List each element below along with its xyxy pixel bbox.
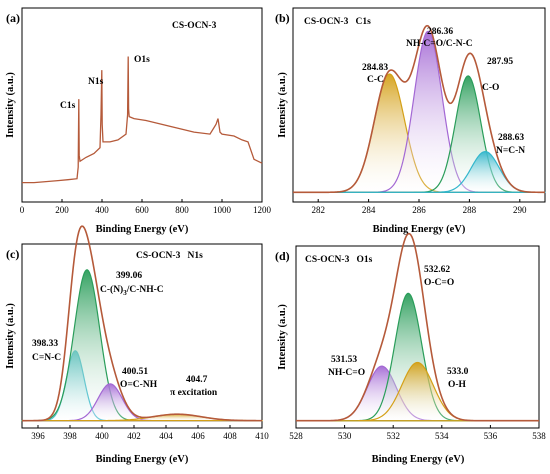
peak-d1-name: NH-C=O	[328, 368, 365, 378]
x-tick-label: 1000	[213, 205, 232, 215]
survey-spectrum-line	[22, 56, 263, 184]
panel-a-ylabel: Intensity (a.u.)	[5, 72, 16, 138]
x-tick-label: 400	[95, 205, 109, 215]
x-tick-label: 406	[191, 431, 205, 441]
panel-b-series	[293, 24, 546, 194]
peak-d2-value: 532.62	[424, 265, 450, 275]
peak-c4-name: π excitation	[170, 388, 218, 398]
x-tick-label: 288	[463, 205, 477, 215]
x-tick-label: 402	[127, 431, 141, 441]
peak-c4-value: 404.7	[186, 375, 208, 385]
panel-b-c1s: (b) CS-OCN-3 C1s Binding Energy (eV) Int…	[275, 7, 546, 235]
panel-c-ticks: 396 398 400 402 404 406 408 410	[31, 425, 269, 441]
x-tick-label: 538	[532, 431, 546, 441]
peak-b4-value: 288.63	[498, 133, 524, 143]
peak-c3-value: 400.51	[122, 367, 148, 377]
x-tick-label: 282	[311, 205, 325, 215]
peak-b3-value: 287.95	[487, 57, 513, 67]
panel-b-ylabel: Intensity (a.u.)	[277, 72, 288, 138]
panel-b-xlabel: Binding Energy (eV)	[373, 224, 466, 235]
x-tick-label: 534	[435, 431, 449, 441]
fit-envelope	[293, 24, 546, 194]
peak-b1-name: C-C	[367, 75, 384, 85]
panel-a-label: (a)	[6, 11, 20, 25]
peak-d3-value: 533.0	[447, 367, 469, 377]
x-tick-label: 600	[135, 205, 149, 215]
x-tick-label: 530	[338, 431, 352, 441]
fit-envelope	[296, 232, 539, 422]
x-tick-label: 528	[289, 431, 303, 441]
fit-envelope	[21, 225, 263, 422]
panel-c-n1s: (c) CS-OCN-3 N1s Binding Energy (eV) Int…	[5, 225, 269, 465]
x-tick-label: 284	[362, 205, 376, 215]
peak-c2-value: 399.06	[116, 271, 142, 281]
peak-label-c1s: C1s	[60, 101, 76, 111]
peak-c2-name: C-(N)3/C-NH-C	[100, 284, 164, 297]
peak-b3-name: C-O	[482, 83, 499, 93]
peak-c1-name: C=N-C	[32, 353, 61, 363]
x-tick-label: 290	[513, 205, 527, 215]
x-tick-label: 410	[255, 431, 269, 441]
panel-c-title: CS-OCN-3 N1s	[136, 251, 203, 261]
panel-d-ylabel: Intensity (a.u.)	[277, 304, 288, 370]
x-tick-label: 532	[386, 431, 400, 441]
x-tick-label: 404	[159, 431, 173, 441]
x-tick-label: 536	[484, 431, 498, 441]
fit-peak-2	[293, 30, 545, 193]
x-tick-label: 800	[175, 205, 189, 215]
panel-d-o1s: (d) CS-OCN-3 O1s Binding Energy (eV) Int…	[275, 232, 546, 465]
panel-a-title: CS-OCN-3	[172, 21, 217, 31]
panel-d-frame	[295, 245, 540, 429]
panel-c-frame	[21, 243, 263, 429]
peak-c2-name-subscript: 3	[123, 289, 127, 297]
peak-b4-name: N=C-N	[496, 146, 525, 156]
x-tick-label: 396	[31, 431, 45, 441]
x-tick-label: 1200	[253, 205, 272, 215]
panel-a-series	[22, 56, 263, 184]
panel-b-label: (b)	[275, 11, 290, 25]
panel-c-xlabel: Binding Energy (eV)	[96, 454, 189, 465]
panel-c-label: (c)	[6, 247, 19, 261]
panel-d-xlabel: Binding Energy (eV)	[372, 454, 465, 465]
x-tick-label: 398	[63, 431, 77, 441]
peak-c2-name-main: C-(N)	[100, 284, 123, 295]
x-tick-label: 408	[223, 431, 237, 441]
peak-b2-name: NH-C=O/C-N-C	[406, 39, 473, 49]
panel-b-ticks: 282 284 286 288 290	[311, 199, 527, 215]
peak-b2-value: 286.36	[427, 27, 453, 37]
panel-b-title: CS-OCN-3 C1s	[304, 17, 371, 27]
x-tick-label: 286	[412, 205, 426, 215]
panel-c-ylabel: Intensity (a.u.)	[5, 303, 16, 369]
panel-a-ticks: 0 200 400 600 800 1000 1200	[20, 199, 272, 215]
panel-a-survey: (a) CS-OCN-3 Binding Energy (eV) Intensi…	[5, 7, 272, 235]
panel-d-ticks: 528 530 532 534 536 538	[289, 425, 546, 441]
panel-d-label: (d)	[275, 249, 290, 263]
panel-a-frame	[21, 7, 263, 203]
panel-d-title: CS-OCN-3 O1s	[305, 255, 373, 265]
panel-d-series	[296, 232, 539, 422]
peak-label-n1s: N1s	[88, 77, 104, 87]
peak-c3-name: O=C-NH	[120, 380, 158, 390]
panel-c-series	[21, 225, 263, 422]
peak-c2-name-tail: /C-NH-C	[126, 285, 164, 295]
peak-label-o1s: O1s	[134, 55, 150, 65]
peak-c1-value: 398.33	[32, 339, 58, 349]
x-tick-label: 400	[95, 431, 109, 441]
peak-d1-value: 531.53	[331, 355, 357, 365]
peak-b1-value: 284.83	[362, 63, 388, 73]
x-tick-label: 0	[20, 205, 25, 215]
x-tick-label: 200	[55, 205, 69, 215]
panel-a-xlabel: Binding Energy (eV)	[96, 224, 189, 235]
peak-d3-name: O-H	[448, 380, 467, 390]
peak-d2-name: O-C=O	[424, 278, 454, 288]
